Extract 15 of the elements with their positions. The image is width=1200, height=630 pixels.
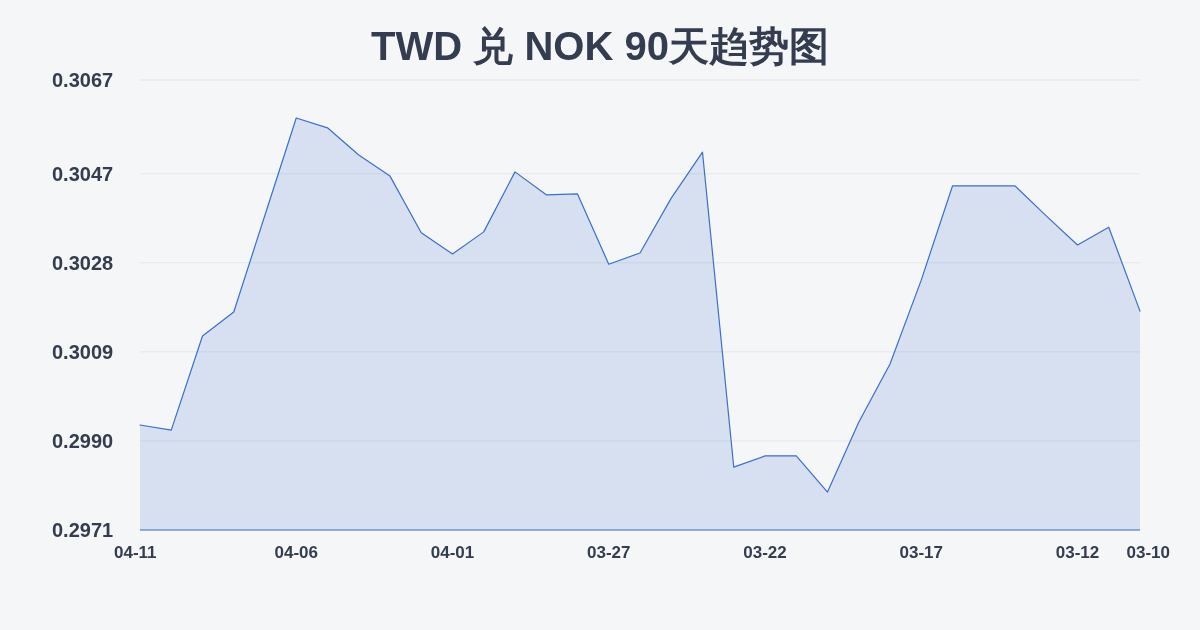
x-tick-label: 03-12 [1055,543,1100,562]
x-tick-label: 03-10 [1126,543,1170,562]
y-tick-label: 0.2990 [52,429,114,452]
y-tick-label: 0.3028 [52,251,114,274]
y-tick-label: 0.2971 [52,519,114,541]
x-tick-label: 04-06 [274,543,318,562]
x-tick-label: 03-22 [743,543,787,562]
x-tick-label: 04-01 [430,543,475,562]
y-tick-label: 0.3047 [52,162,114,185]
x-tick-label: 03-17 [899,543,943,562]
y-tick-label: 0.3067 [52,69,114,91]
x-tick-label: 03-27 [587,543,631,562]
x-tick-label: 04-11 [114,543,157,562]
chart-title: TWD 兑 NOK 90天趋势图 [371,24,829,68]
y-tick-label: 0.3009 [52,340,114,363]
